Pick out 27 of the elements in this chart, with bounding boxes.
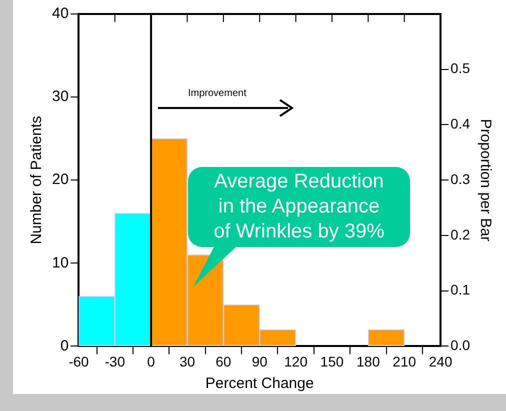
y2-tick-label: 0.0 (450, 337, 470, 354)
y-tick-label: 10 (52, 254, 69, 272)
y2-axis-title: Proportion per Bar (476, 118, 494, 242)
x-tick-label: 30 (179, 353, 196, 370)
y-tick-label: 20 (52, 171, 69, 188)
annotation: Improvement (188, 88, 247, 99)
x-tick-label: 180 (356, 353, 380, 370)
y2-tick-label: 0.3 (450, 170, 470, 187)
y2-tick-label: 0.2 (450, 226, 470, 242)
x-tick-label: -60 (68, 353, 90, 370)
annotation: Average Reduction in the Appearance of Wrinkles by 39% (214, 170, 385, 243)
x-axis-title: Percent Change (205, 375, 314, 392)
y2-tick-label: 0.1 (450, 282, 470, 298)
x-tick-label: 0 (147, 353, 156, 370)
x-tick-label: 240 (428, 353, 452, 370)
x-tick-label: 150 (320, 353, 344, 370)
y-axis-title: Number of Patients (28, 116, 46, 244)
y2-tick-label: 0.5 (450, 60, 470, 76)
x-tick-label: 120 (284, 353, 308, 370)
y2-tick-label: 0.4 (450, 116, 470, 132)
x-tick-label: 60 (216, 353, 232, 370)
x-tick-label: 90 (252, 353, 268, 370)
x-tick-label: 210 (392, 353, 416, 370)
x-tick-label: -30 (104, 353, 126, 370)
y-tick-label: 0 (60, 337, 69, 354)
y-tick-label: 30 (52, 88, 69, 106)
y-tick-label: 40 (52, 5, 69, 22)
